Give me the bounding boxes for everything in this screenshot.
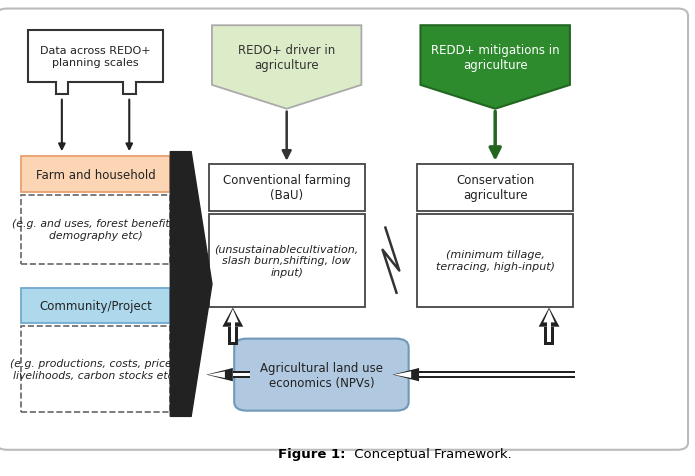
FancyBboxPatch shape: [417, 214, 573, 307]
Polygon shape: [394, 371, 411, 378]
Polygon shape: [543, 309, 555, 323]
Text: Data across REDO+
planning scales: Data across REDO+ planning scales: [40, 46, 151, 68]
Text: (e.g. productions, costs, prices,
livelihoods, carbon stocks etc): (e.g. productions, costs, prices, liveli…: [10, 358, 181, 380]
Polygon shape: [206, 368, 233, 382]
Polygon shape: [170, 152, 212, 416]
FancyBboxPatch shape: [208, 164, 365, 212]
Text: Agricultural land use
economics (NPVs): Agricultural land use economics (NPVs): [260, 361, 383, 389]
FancyBboxPatch shape: [21, 326, 170, 412]
FancyBboxPatch shape: [21, 195, 170, 264]
Text: REDD+ mitigations in
agriculture: REDD+ mitigations in agriculture: [431, 44, 559, 72]
Text: Conceptual Framework.: Conceptual Framework.: [350, 446, 512, 460]
Text: Community/Project: Community/Project: [39, 299, 152, 312]
Text: Figure 1:: Figure 1:: [278, 446, 345, 460]
FancyBboxPatch shape: [234, 339, 409, 411]
Text: REDO+ driver in
agriculture: REDO+ driver in agriculture: [238, 44, 335, 72]
FancyBboxPatch shape: [233, 373, 250, 377]
Polygon shape: [28, 31, 163, 95]
Text: (minimum tillage,
terracing, high-input): (minimum tillage, terracing, high-input): [436, 250, 555, 271]
FancyBboxPatch shape: [419, 371, 575, 378]
Polygon shape: [222, 308, 243, 327]
Text: Conservation
agriculture: Conservation agriculture: [456, 174, 534, 202]
Text: (e.g. and uses, forest benefits,
demography etc): (e.g. and uses, forest benefits, demogra…: [13, 219, 179, 240]
Polygon shape: [208, 371, 225, 378]
FancyBboxPatch shape: [208, 214, 365, 307]
Text: Conventional farming
(BaU): Conventional farming (BaU): [223, 174, 350, 202]
Text: Farm and household: Farm and household: [35, 169, 156, 181]
FancyBboxPatch shape: [21, 157, 170, 193]
FancyBboxPatch shape: [547, 323, 551, 343]
FancyBboxPatch shape: [21, 288, 170, 324]
Polygon shape: [212, 26, 361, 109]
FancyBboxPatch shape: [0, 10, 688, 450]
FancyBboxPatch shape: [228, 327, 238, 345]
FancyBboxPatch shape: [233, 371, 250, 378]
Polygon shape: [227, 309, 238, 323]
FancyBboxPatch shape: [419, 373, 575, 377]
FancyBboxPatch shape: [417, 164, 573, 212]
Polygon shape: [393, 368, 419, 382]
Polygon shape: [420, 26, 570, 109]
Polygon shape: [539, 308, 559, 327]
Text: (unsustainablecultivation,
slash burn,shifting, low
input): (unsustainablecultivation, slash burn,sh…: [215, 244, 359, 277]
FancyBboxPatch shape: [231, 323, 235, 343]
FancyBboxPatch shape: [544, 327, 554, 345]
